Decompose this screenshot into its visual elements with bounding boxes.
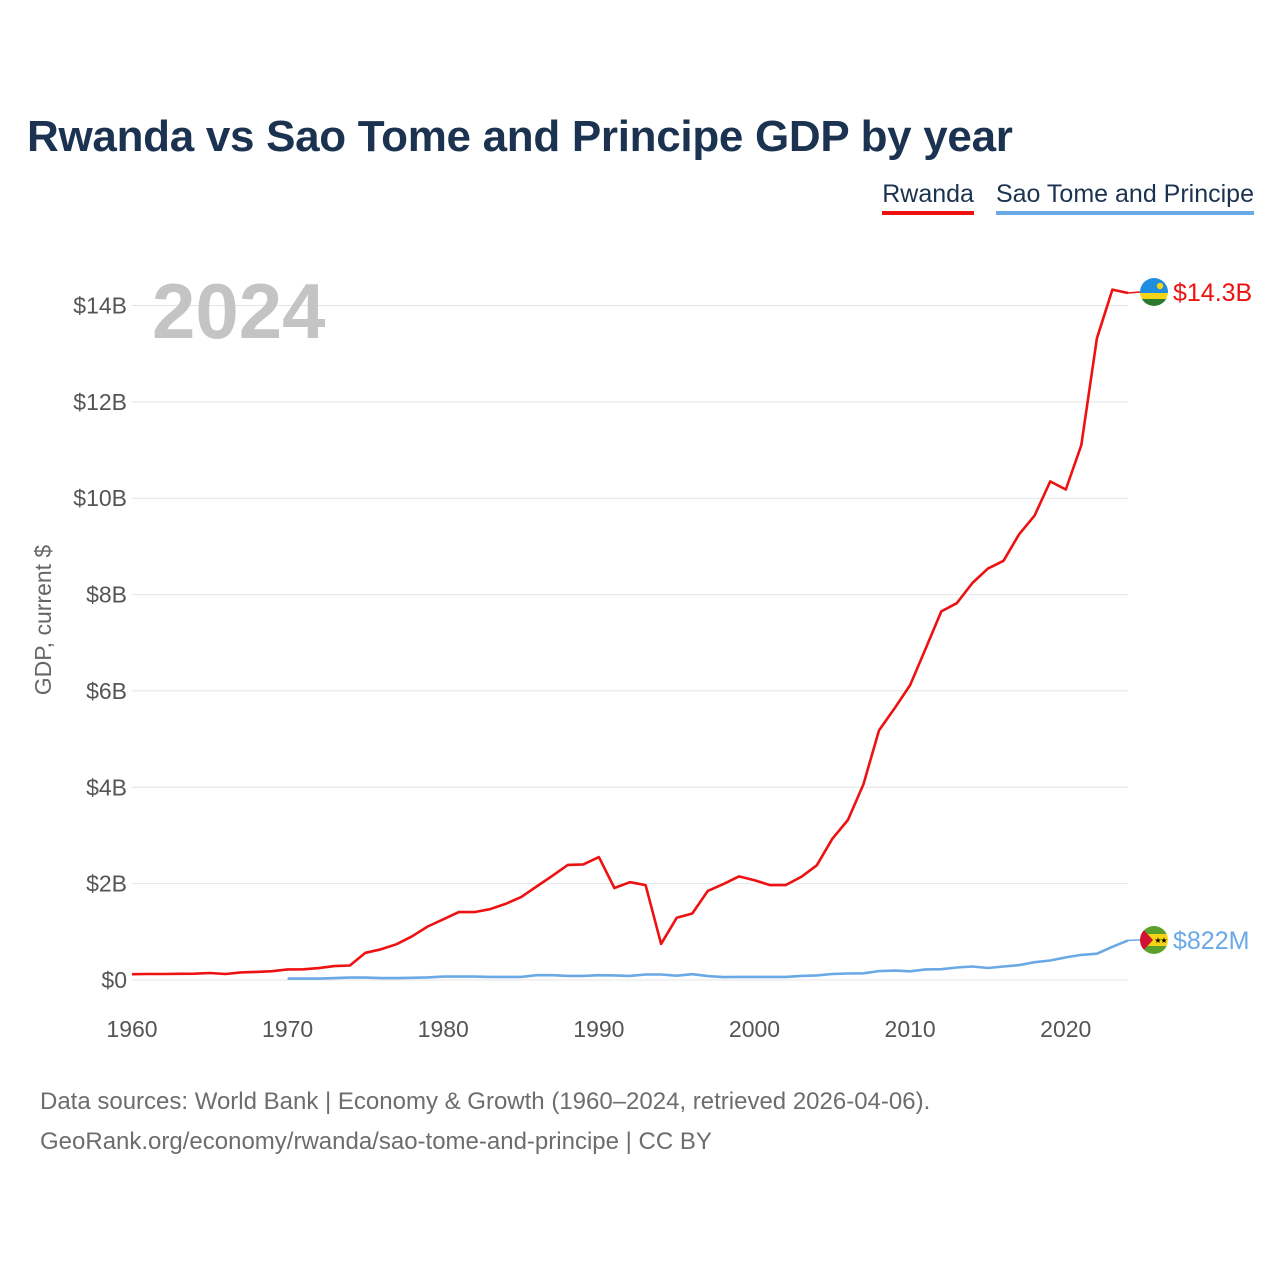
legend-item-sao-tome-and-principe[interactable]: Sao Tome and Principe — [995, 180, 1254, 215]
attribution-note: GeoRank.org/economy/rwanda/sao-tome-and-… — [40, 1128, 712, 1155]
y-tick-label: $14B — [73, 293, 127, 319]
x-tick-label: 1990 — [573, 1016, 624, 1042]
y-tick-label: $12B — [73, 389, 127, 415]
end-connector — [1127, 291, 1141, 294]
chart-title: Rwanda vs Sao Tome and Principe GDP by y… — [27, 112, 1013, 161]
legend-item-rwanda[interactable]: Rwanda — [882, 180, 974, 215]
y-tick-label: $4B — [86, 774, 127, 800]
y-axis-label: GDP, current $ — [30, 545, 56, 696]
svg-text:★: ★ — [1160, 936, 1167, 945]
x-tick-label: 2010 — [885, 1016, 936, 1042]
y-tick-label: $0 — [101, 967, 127, 993]
gdp-line-chart: $0 $2B $4B $6B $8B $10B $12B $14B 1960 1970 1980 19… — [30, 267, 1252, 1042]
rwanda-flag-icon — [1140, 278, 1168, 306]
y-tick-label: $8B — [86, 582, 127, 608]
series-line-rwanda — [131, 288, 1129, 976]
x-tick-label: 2020 — [1040, 1016, 1091, 1042]
y-tick-label: $6B — [86, 678, 127, 704]
y-tick-label: $2B — [86, 871, 127, 897]
end-value-label-sao-tome-and-principe: $822M — [1173, 927, 1249, 955]
x-tick-label: 1970 — [262, 1016, 313, 1042]
sao-tome-flag-icon: ★★ — [1140, 926, 1168, 954]
footer: Data sources: World Bank | Economy & Gro… — [40, 1082, 930, 1162]
x-tick-label: 1960 — [106, 1016, 157, 1042]
end-value-label-rwanda: $14.3B — [1173, 279, 1252, 307]
data-source-note: Data sources: World Bank | Economy & Gro… — [40, 1088, 931, 1115]
legend: Rwanda Sao Tome and Principe — [882, 180, 1254, 215]
svg-text:★: ★ — [1154, 936, 1161, 945]
x-tick-label: 1980 — [418, 1016, 469, 1042]
x-tick-label: 2000 — [729, 1016, 780, 1042]
y-tick-label: $10B — [73, 485, 127, 511]
year-label: 2024 — [152, 267, 326, 355]
series-line-sao-tome-and-principe — [287, 939, 1129, 980]
